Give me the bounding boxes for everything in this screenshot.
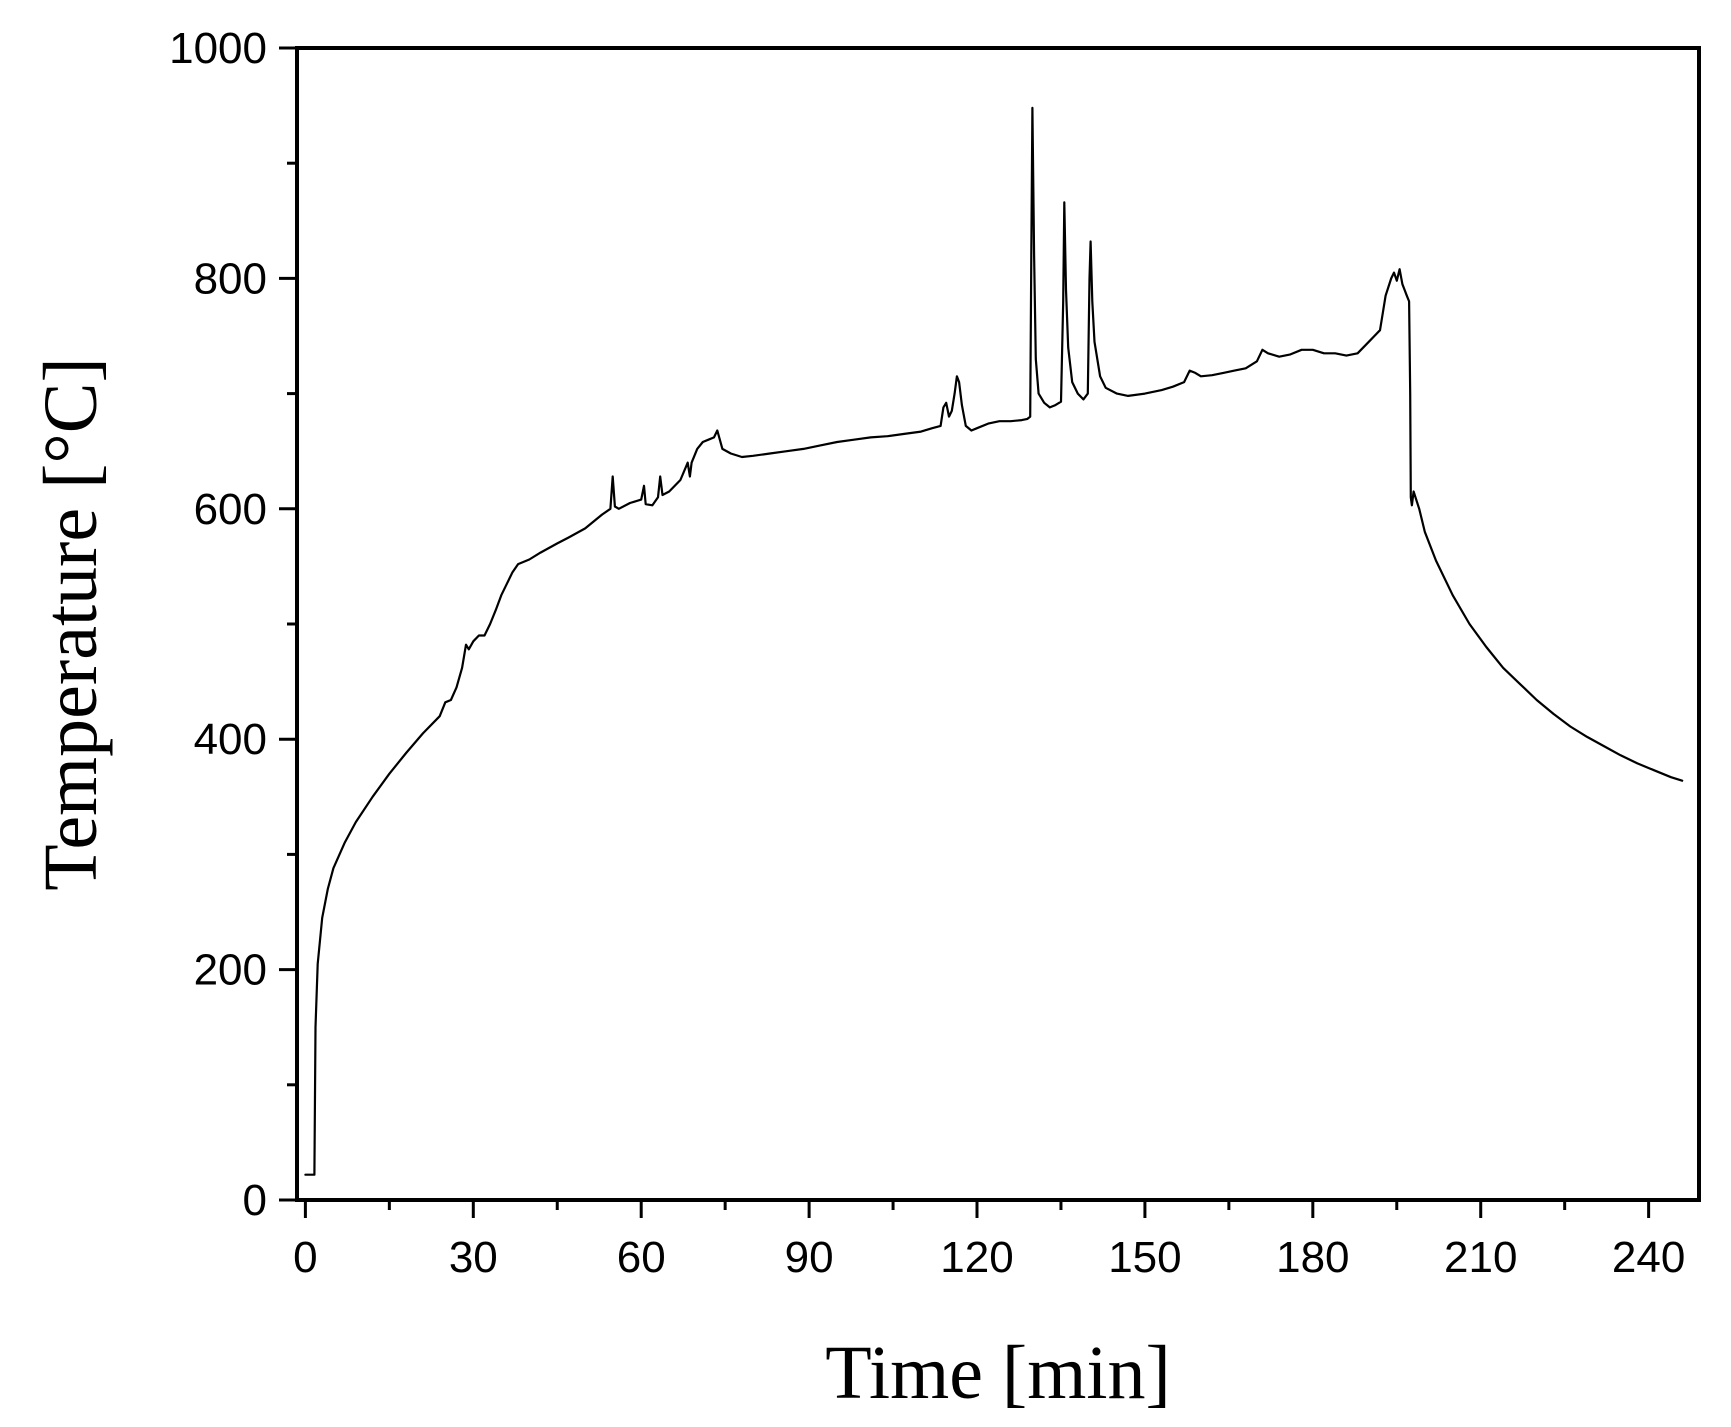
y-tick-label: 400 xyxy=(194,715,267,764)
x-tick-label: 240 xyxy=(1612,1233,1685,1282)
y-tick-label: 0 xyxy=(243,1176,267,1225)
x-tick-label: 150 xyxy=(1108,1233,1181,1282)
y-tick-label: 200 xyxy=(194,946,267,995)
y-tick-label: 1000 xyxy=(169,24,267,73)
y-tick-label: 600 xyxy=(194,485,267,534)
x-tick-label: 210 xyxy=(1444,1233,1517,1282)
x-tick-label: 90 xyxy=(785,1233,834,1282)
y-axis-title: Temperature [°C] xyxy=(29,357,113,891)
plot-frame xyxy=(295,46,1701,1202)
x-tick-label: 60 xyxy=(617,1233,666,1282)
x-tick-label: 120 xyxy=(940,1233,1013,1282)
x-axis-title: Time [min] xyxy=(825,1331,1171,1415)
axis-tick-labels: 0 30 60 90 120 150 180 210 240 0 200 400 600 800 1000 xyxy=(169,24,1685,1282)
axis-ticks xyxy=(279,46,1651,1218)
x-tick-label: 0 xyxy=(293,1233,317,1282)
x-tick-label: 30 xyxy=(449,1233,498,1282)
x-tick-label: 180 xyxy=(1276,1233,1349,1282)
temperature-series-line xyxy=(304,106,1684,1176)
y-tick-label: 800 xyxy=(194,254,267,303)
